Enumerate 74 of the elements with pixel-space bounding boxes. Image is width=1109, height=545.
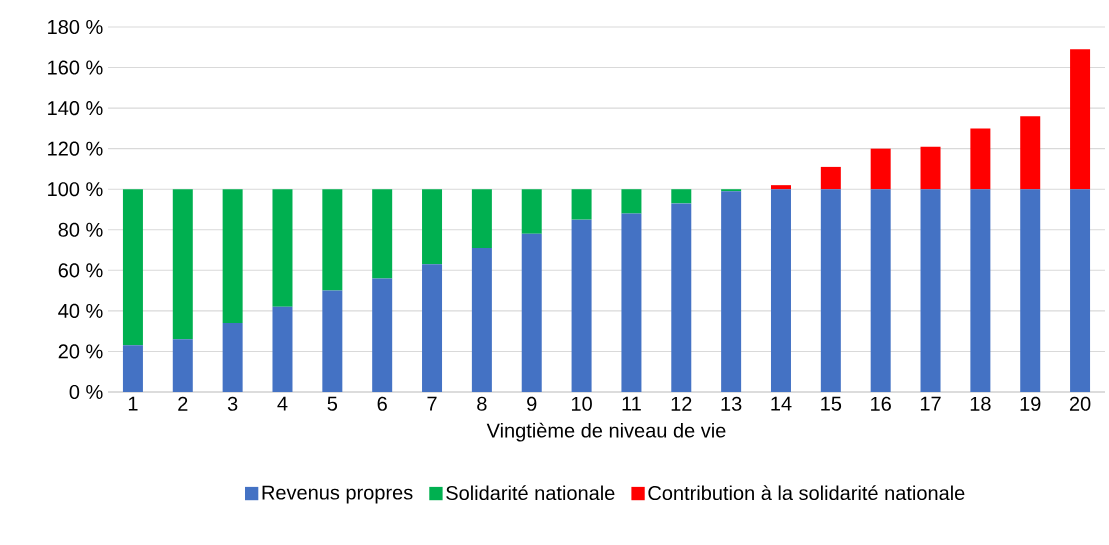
x-tick-label: 12 [671,396,692,411]
y-tick-label: 160 % [48,60,103,75]
bar [372,189,393,279]
bar [471,189,492,249]
bar [272,189,293,307]
x-tick-label: 7 [427,396,437,411]
bar [770,185,791,190]
bar [621,213,642,392]
bar [820,166,841,190]
x-tick-label: 13 [721,396,742,411]
legend-label: Solidarité nationale [446,485,615,501]
y-tick-label: 0 % [69,384,103,400]
bar [122,345,143,392]
x-tick-label: 17 [920,396,941,411]
bar [322,189,343,291]
bar [770,189,791,392]
x-tick-label: 10 [571,396,592,411]
bar [222,189,243,324]
x-tick-label: 8 [477,396,487,411]
x-tick-label: 16 [871,396,891,411]
bar [1020,189,1041,392]
bar [1070,49,1091,190]
y-tick-label: 100 % [48,182,103,197]
bar [970,128,991,190]
bar [422,264,443,392]
y-tick-label: 180 % [48,19,103,35]
legend-label: Contribution à la solidarité nationale [648,485,965,501]
y-tick-label: 20 % [58,344,103,359]
bar [920,189,941,392]
bar [721,189,742,192]
bar [671,203,692,392]
bar [870,189,891,392]
bar [322,290,343,392]
bar [920,146,941,190]
bar [272,306,293,392]
y-tick-label: 140 % [48,101,103,116]
x-tick-label: 19 [1020,396,1041,411]
x-axis-title: Vingtième de niveau de vie [486,422,726,442]
bar [172,189,193,340]
bar [521,233,542,392]
x-tick-label: 6 [377,396,387,411]
bar [820,189,841,392]
x-tick-label: 20 [1069,396,1091,411]
y-tick-label: 40 % [58,303,103,318]
bar [571,189,592,220]
x-tick-label: 2 [178,396,188,411]
bar [1070,189,1091,392]
bar [870,148,891,190]
bar [471,248,492,392]
x-tick-label: 11 [622,396,641,411]
x-tick-label: 1 [128,396,138,411]
y-tick-label: 120 % [48,141,103,156]
x-tick-label: 14 [771,396,792,411]
x-tick-label: 5 [327,396,338,411]
bar [372,278,393,392]
x-tick-label: 3 [227,396,238,411]
y-tick-label: 60 % [58,263,103,278]
x-tick-label: 15 [821,396,842,411]
y-tick-label: 80 % [58,222,103,237]
x-tick-label: 18 [970,396,991,411]
bar [222,323,243,392]
x-tick-label: 9 [527,396,537,411]
bar [970,189,991,392]
bar [671,189,692,204]
bar [521,189,542,234]
bar [422,189,443,265]
bar [721,191,742,392]
x-tick-label: 4 [277,396,288,411]
bar [621,189,642,214]
bar [122,189,143,346]
bar [571,219,592,392]
bar [172,339,193,392]
bar [1020,116,1041,190]
legend-label: Revenus propres [262,485,413,504]
